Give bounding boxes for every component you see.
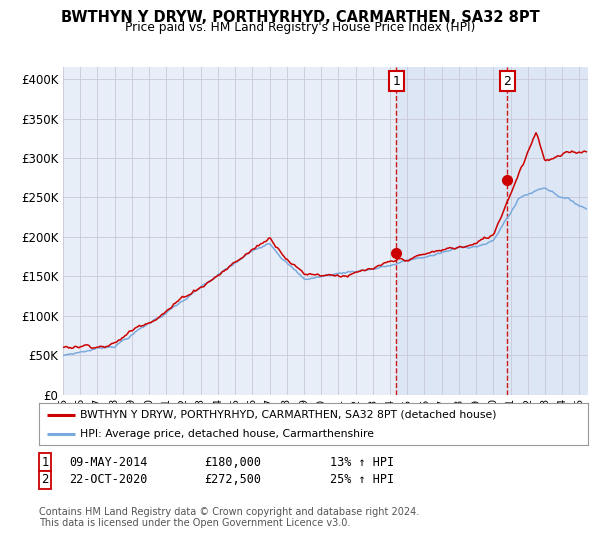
Text: 1: 1: [392, 75, 400, 88]
Text: 1: 1: [41, 455, 49, 469]
Text: 22-OCT-2020: 22-OCT-2020: [69, 473, 148, 487]
Text: 13% ↑ HPI: 13% ↑ HPI: [330, 455, 394, 469]
Text: BWTHYN Y DRYW, PORTHYRHYD, CARMARTHEN, SA32 8PT: BWTHYN Y DRYW, PORTHYRHYD, CARMARTHEN, S…: [61, 10, 539, 25]
Text: Price paid vs. HM Land Registry's House Price Index (HPI): Price paid vs. HM Land Registry's House …: [125, 21, 475, 34]
Text: 25% ↑ HPI: 25% ↑ HPI: [330, 473, 394, 487]
Text: HPI: Average price, detached house, Carmarthenshire: HPI: Average price, detached house, Carm…: [80, 429, 374, 439]
Text: 2: 2: [41, 473, 49, 487]
Bar: [397, 67, 588, 395]
Text: £180,000: £180,000: [204, 455, 261, 469]
Text: Contains HM Land Registry data © Crown copyright and database right 2024.
This d: Contains HM Land Registry data © Crown c…: [39, 507, 419, 529]
Text: 09-MAY-2014: 09-MAY-2014: [69, 455, 148, 469]
Text: 2: 2: [503, 75, 511, 88]
Text: £272,500: £272,500: [204, 473, 261, 487]
Text: BWTHYN Y DRYW, PORTHYRHYD, CARMARTHEN, SA32 8PT (detached house): BWTHYN Y DRYW, PORTHYRHYD, CARMARTHEN, S…: [80, 409, 497, 419]
